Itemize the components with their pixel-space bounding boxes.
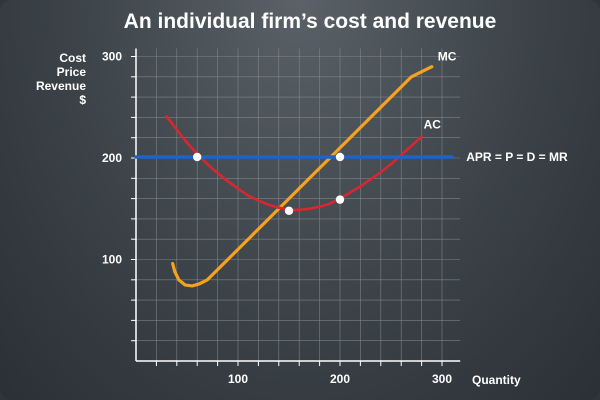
series-label-mc: MC xyxy=(438,50,457,64)
y-axis-label-line-3: Revenue xyxy=(36,79,86,93)
data-point xyxy=(335,195,345,204)
series-line-mc xyxy=(171,65,434,288)
data-point xyxy=(335,152,345,162)
series-labels: MC AC APR = P = D = MR xyxy=(424,50,568,164)
y-tick-label: 100 xyxy=(102,253,122,267)
series-label-mr: APR = P = D = MR xyxy=(466,150,568,164)
x-tick-label: 300 xyxy=(432,372,452,386)
series-line-ac xyxy=(165,115,423,212)
y-tick-label: 300 xyxy=(102,50,122,64)
x-tick-label: 200 xyxy=(330,372,350,386)
grid xyxy=(136,48,461,361)
data-point xyxy=(193,152,202,162)
x-tick-label: 100 xyxy=(228,372,248,386)
y-axis-label-line-1: Cost xyxy=(59,51,86,65)
series-lines xyxy=(134,65,454,288)
y-axis-label-line-2: Price xyxy=(57,65,87,79)
y-tick-label: 200 xyxy=(102,151,122,165)
axes xyxy=(131,48,461,366)
y-axis-label-line-4: $ xyxy=(79,93,86,107)
chart-title: An individual firm’s cost and revenue xyxy=(124,10,497,33)
data-point xyxy=(284,206,294,215)
series-label-ac: AC xyxy=(424,118,442,132)
intersection-points xyxy=(193,152,345,215)
tick-labels: 100 200 300 100 200 300 xyxy=(102,50,452,387)
x-axis-label: Quantity xyxy=(472,373,521,387)
